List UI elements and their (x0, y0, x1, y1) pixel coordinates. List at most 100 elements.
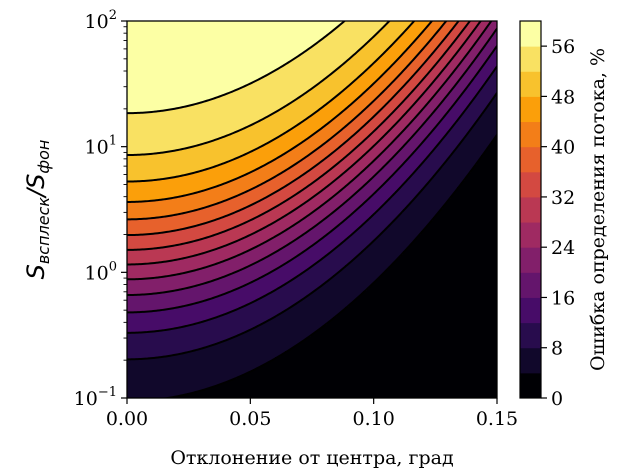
contour-band-cell (393, 111, 408, 114)
contour-band-cell (399, 167, 420, 170)
contour-band-cell (305, 139, 330, 142)
contour-band-cell (465, 41, 478, 44)
contour-band-cell (423, 79, 436, 82)
contour-band-cell (127, 189, 206, 192)
contour-band-cell (127, 185, 218, 188)
contour-band-cell (127, 63, 286, 66)
contour-band-cell (391, 175, 412, 178)
contour-band-cell (159, 247, 220, 250)
contour-band-cell (353, 135, 370, 138)
contour-band-cell (241, 155, 282, 158)
contour-band-cell (259, 215, 286, 218)
contour-band-cell (177, 229, 230, 232)
contour-band-cell (309, 199, 330, 202)
contour-band-cell (259, 277, 296, 280)
contour-band-cell (235, 289, 276, 292)
contour-band-cell (411, 45, 426, 48)
contour-band-cell (127, 287, 188, 290)
contour-band-cell (321, 39, 372, 42)
contour-band-cell (351, 137, 368, 140)
contour-band-cell (471, 101, 492, 104)
contour-band-cell (357, 229, 386, 232)
contour-band-cell (333, 181, 352, 184)
contour-band-cell (171, 245, 226, 248)
contour-band-cell (309, 229, 334, 232)
contour-band-cell (261, 229, 288, 232)
contour-band-cell (203, 143, 266, 146)
contour-band-cell (383, 273, 497, 276)
contour-band-cell (405, 143, 422, 146)
contour-band-cell (477, 25, 488, 28)
contour-band-cell (127, 309, 164, 312)
contour-band-cell (291, 259, 322, 262)
contour-band-cell (223, 183, 262, 186)
contour-band-cell (373, 131, 388, 134)
contour-band-cell (425, 27, 442, 30)
contour-band-cell (443, 163, 478, 166)
contour-band-cell (393, 195, 418, 198)
contour-band-cell (487, 43, 497, 46)
contour-band-cell (471, 129, 497, 132)
contour-band-cell (325, 173, 344, 176)
contour-band-cell (335, 209, 358, 212)
contour-band-cell (127, 203, 216, 206)
contour-band-cell (389, 21, 414, 24)
contour-band-cell (331, 31, 380, 34)
contour-band-cell (365, 201, 388, 204)
contour-band-cell (315, 149, 338, 152)
contour-band-cell (127, 215, 170, 218)
contour-band-cell (381, 75, 400, 78)
contour-band-cell (215, 279, 256, 282)
contour-band-cell (225, 293, 270, 296)
colorbar-segment (520, 21, 541, 47)
contour-band-cell (307, 249, 334, 252)
contour-band-cell (127, 101, 204, 104)
contour-band-cell (253, 233, 280, 236)
contour-band-cell (407, 111, 422, 114)
contour-band-cell (333, 119, 354, 122)
contour-band-cell (317, 241, 344, 244)
contour-band-cell (127, 257, 186, 260)
contour-band-cell (421, 189, 458, 192)
contour-band-cell (127, 187, 212, 190)
contour-band-cell (177, 289, 236, 292)
contour-band-cell (381, 93, 398, 96)
contour-band-cell (203, 101, 294, 104)
contour-band-cell (153, 217, 222, 220)
contour-band-cell (457, 51, 470, 54)
contour-band-cell (451, 45, 464, 48)
contour-band-cell (337, 163, 356, 166)
contour-line (127, 21, 391, 157)
contour-band-cell (457, 99, 474, 102)
contour-band-cell (291, 279, 330, 282)
contour-band-cell (451, 197, 497, 200)
contour-band-cell (423, 229, 497, 232)
contour-band-cell (273, 139, 306, 142)
contour-band-cell (319, 109, 346, 112)
contour-band-cell (331, 99, 356, 102)
contour-band-cell (479, 159, 497, 162)
contour-band-cell (487, 59, 497, 62)
contour-band-cell (421, 95, 434, 98)
contour-band-cell (453, 125, 474, 128)
contour-band-cell (481, 87, 497, 90)
contour-band-cell (329, 33, 378, 36)
contour-band-cell (399, 119, 414, 122)
contour-band-cell (449, 109, 466, 112)
contour-band-cell (127, 75, 266, 78)
contour-band-cell (329, 75, 360, 78)
contour-band-cell (283, 247, 310, 250)
contour-band-cell (429, 41, 442, 44)
contour-band-cell (405, 51, 422, 54)
contour-band-cell (449, 129, 472, 132)
contour-band-cell (429, 133, 448, 136)
contour-band-cell (363, 223, 392, 226)
contour-band-cell (439, 75, 452, 78)
contour-band-cell (221, 137, 278, 140)
contour-band-cell (365, 183, 384, 186)
contour-line (127, 21, 460, 237)
contour-line (127, 21, 347, 115)
contour-band-cell (405, 113, 420, 116)
contour-band-cell (321, 259, 354, 262)
contour-band-cell (313, 133, 338, 136)
